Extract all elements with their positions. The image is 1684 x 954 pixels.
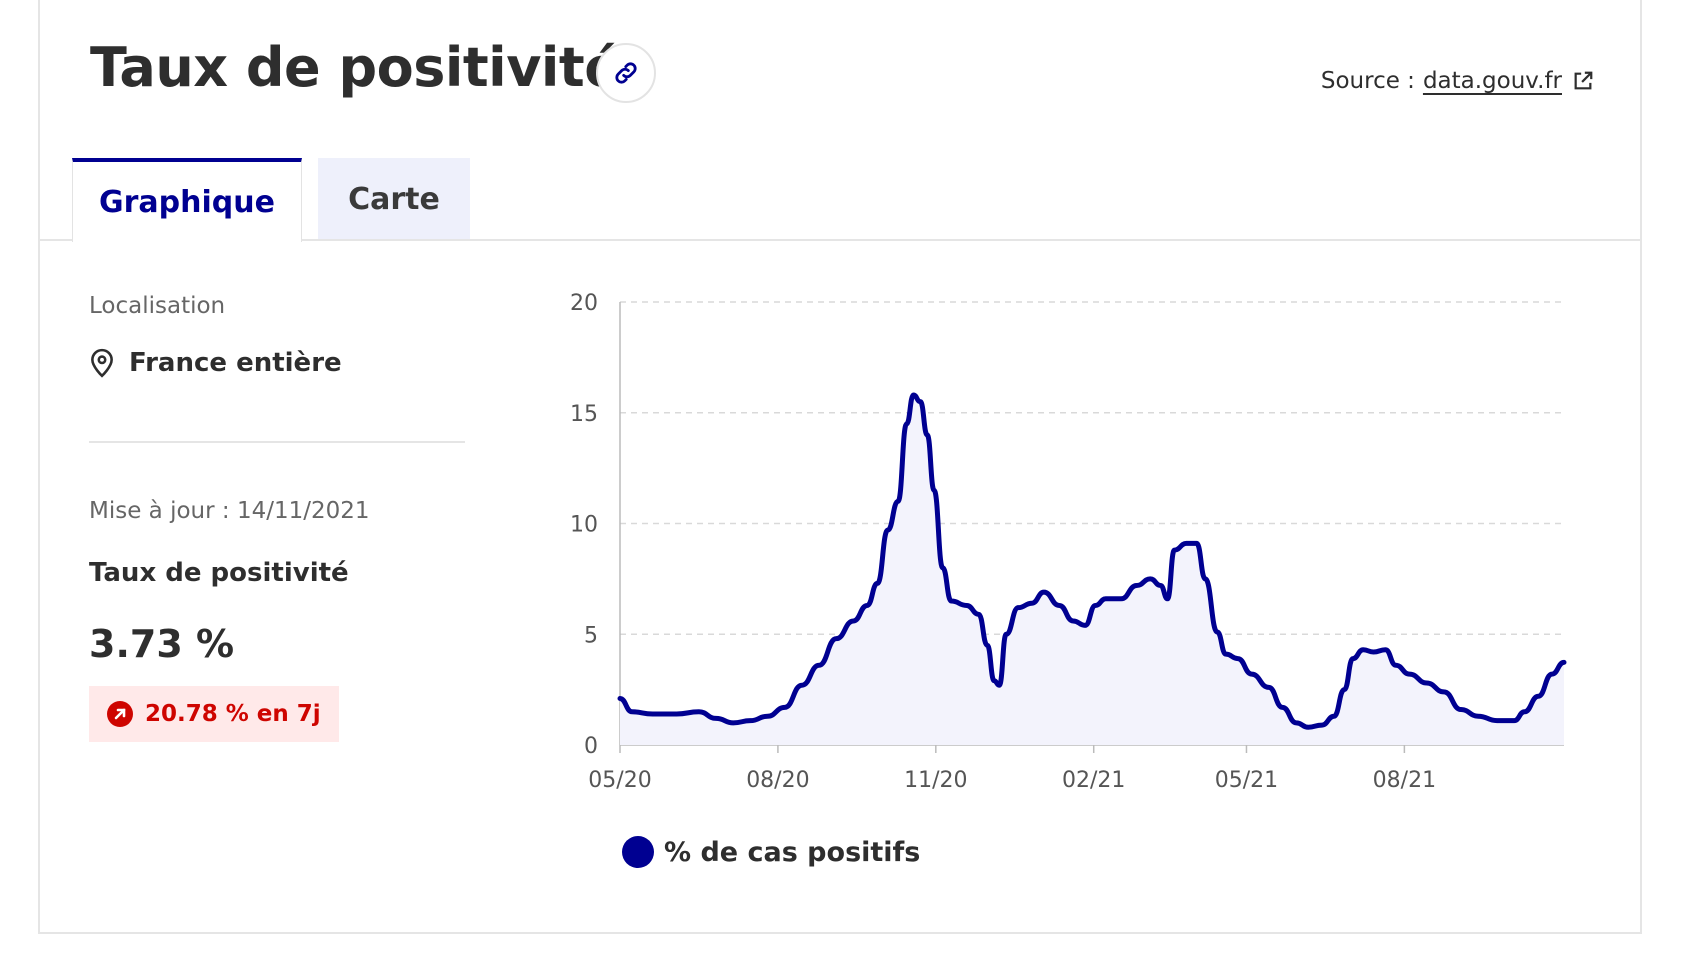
x-tick-label: 08/21: [1373, 768, 1436, 793]
copy-link-button[interactable]: [596, 43, 656, 103]
external-link-icon: [1572, 70, 1594, 92]
x-tick-label: 05/20: [588, 768, 651, 793]
trend-text: 20.78 % en 7j: [145, 701, 321, 727]
y-tick-label: 10: [570, 513, 598, 538]
series-area: [620, 395, 1564, 745]
update-date: Mise à jour : 14/11/2021: [89, 498, 370, 524]
source-prefix: Source :: [1320, 68, 1415, 94]
location-label: Localisation: [89, 293, 226, 319]
sidebar-divider: [89, 441, 465, 443]
series-line: [617, 392, 1567, 730]
positivity-chart: 0 5 10 15 20 05/20 08/20 11/20 02/21 05/21 08/21: [570, 291, 1567, 793]
card-bottom-border: [38, 932, 1642, 934]
tab-carte[interactable]: Carte: [318, 158, 470, 240]
kpi-value: 3.73 %: [89, 622, 235, 666]
x-tick-label: 08/20: [746, 768, 809, 793]
link-icon: [612, 59, 640, 87]
page-title: Taux de positivité: [90, 36, 621, 99]
kpi-label: Taux de positivité: [89, 558, 349, 588]
tab-graphique[interactable]: Graphique: [72, 158, 302, 242]
x-tick-label: 05/21: [1215, 768, 1278, 793]
y-tick-label: 20: [570, 291, 598, 316]
legend-swatch: [622, 836, 654, 868]
location-value: France entière: [89, 348, 342, 378]
trend-badge: 20.78 % en 7j: [89, 686, 339, 742]
y-tick-label: 15: [570, 402, 598, 427]
x-tick-label: 11/20: [904, 768, 967, 793]
location-text: France entière: [129, 348, 342, 378]
source-link[interactable]: data.gouv.fr: [1422, 68, 1562, 94]
map-pin-icon: [89, 348, 115, 378]
arrow-up-right-icon: [107, 701, 133, 727]
y-tick-label: 5: [584, 623, 598, 648]
chart-legend: % de cas positifs: [622, 836, 920, 868]
y-tick-label: 0: [584, 734, 598, 759]
source-attribution: Source : data.gouv.fr: [1321, 68, 1594, 94]
indicator-card: [38, 0, 1642, 934]
tab-divider: [40, 239, 1640, 241]
x-tick-label: 02/21: [1062, 768, 1125, 793]
legend-label: % de cas positifs: [664, 836, 921, 868]
